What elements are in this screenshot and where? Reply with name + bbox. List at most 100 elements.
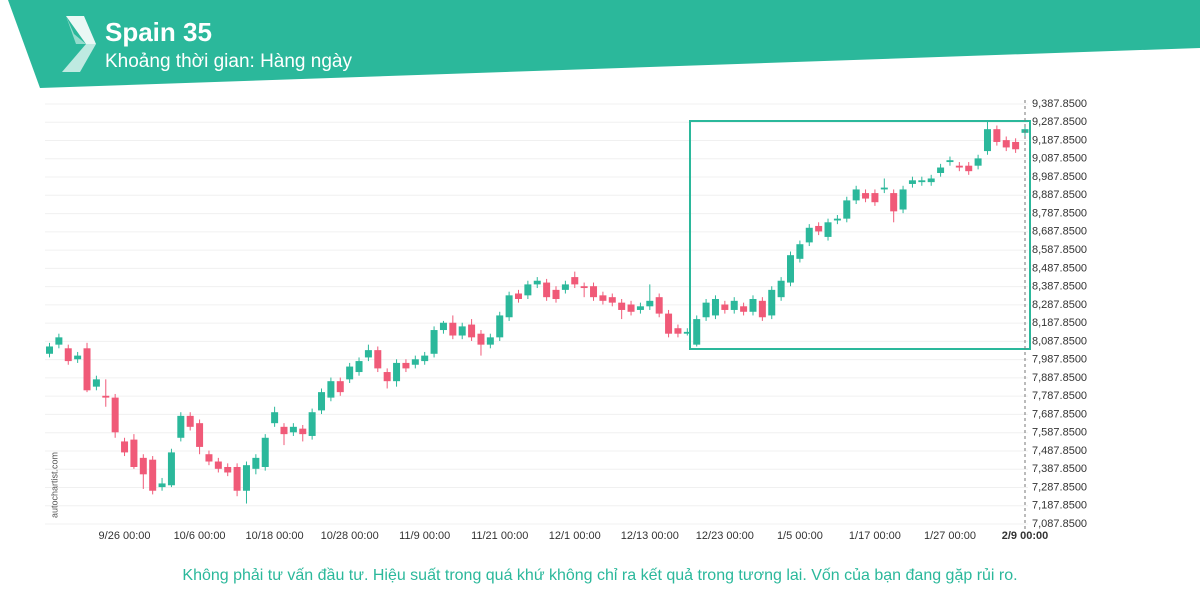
candle-body xyxy=(805,227,813,243)
candle-body xyxy=(862,193,870,199)
candle-body xyxy=(402,362,410,369)
watermark: autochartist.com xyxy=(49,452,59,518)
chart-subtitle: Khoảng thời gian: Hàng ngày xyxy=(105,51,352,72)
candle-body xyxy=(655,297,663,314)
candle-body xyxy=(158,483,166,488)
candle-body xyxy=(46,346,53,354)
candle-body xyxy=(796,244,804,259)
candle-body xyxy=(346,366,354,380)
candle-body xyxy=(693,319,701,345)
candle-body xyxy=(449,322,457,336)
candle-body xyxy=(843,200,851,219)
y-tick-label: 8,387.8500 xyxy=(1032,281,1087,293)
y-tick-label: 9,187.8500 xyxy=(1032,134,1087,146)
candle-body xyxy=(749,298,757,312)
x-tick-label: 12/1 00:00 xyxy=(549,530,601,542)
candle-body xyxy=(186,415,194,427)
candle-body xyxy=(730,300,738,310)
candle-body xyxy=(299,428,307,435)
candle-body xyxy=(599,295,607,301)
y-tick-label: 8,487.8500 xyxy=(1032,262,1087,274)
y-tick-label: 8,987.8500 xyxy=(1032,171,1087,183)
candle-body xyxy=(139,457,147,475)
x-tick-label: 9/26 00:00 xyxy=(99,530,151,542)
candle-body xyxy=(458,326,466,336)
y-tick-label: 7,987.8500 xyxy=(1032,354,1087,366)
candle-body xyxy=(618,302,626,310)
candle-body xyxy=(496,315,504,338)
y-tick-label: 7,887.8500 xyxy=(1032,372,1087,384)
y-tick-label: 7,787.8500 xyxy=(1032,390,1087,402)
x-tick-label: 1/5 00:00 xyxy=(777,530,823,542)
y-tick-label: 7,087.8500 xyxy=(1032,518,1087,530)
candle-body xyxy=(908,180,916,184)
x-tick-label: 11/21 00:00 xyxy=(471,530,528,542)
y-tick-label: 8,887.8500 xyxy=(1032,189,1087,201)
y-tick-label: 9,287.8500 xyxy=(1032,116,1087,128)
candle-body xyxy=(421,355,429,362)
candle-body xyxy=(674,328,682,334)
candle-body xyxy=(983,129,991,152)
candle-body xyxy=(130,439,138,467)
candle-body xyxy=(646,300,654,307)
x-tick-label: 1/27 00:00 xyxy=(924,530,976,542)
candle-body xyxy=(965,165,973,172)
x-tick-label: 10/28 00:00 xyxy=(321,530,379,542)
candle-body xyxy=(946,160,954,163)
candle-body xyxy=(55,337,63,345)
candle-body xyxy=(711,298,719,316)
y-tick-label: 8,187.8500 xyxy=(1032,317,1087,329)
candle-body xyxy=(83,348,91,391)
y-tick-label: 8,287.8500 xyxy=(1032,299,1087,311)
candle-body xyxy=(355,361,363,373)
candle-body xyxy=(196,423,204,447)
logo xyxy=(62,16,96,72)
candle-body xyxy=(177,415,185,438)
candle-body xyxy=(627,304,635,312)
candle-body xyxy=(608,297,616,303)
candle-body xyxy=(121,441,129,453)
candle-body xyxy=(64,348,72,362)
candle-body xyxy=(430,330,438,354)
header-band xyxy=(8,0,1200,88)
candle-body xyxy=(777,280,785,298)
y-tick-label: 8,087.8500 xyxy=(1032,335,1087,347)
candle-body xyxy=(665,313,673,334)
candle-body xyxy=(740,306,748,312)
candle-body xyxy=(224,466,232,473)
candle-body xyxy=(590,286,598,298)
x-tick-label: 10/6 00:00 xyxy=(174,530,226,542)
candle-body xyxy=(580,286,588,289)
candle-body xyxy=(702,302,710,318)
candle-body xyxy=(505,295,513,318)
candle-body xyxy=(308,412,316,436)
y-tick-label: 8,787.8500 xyxy=(1032,207,1087,219)
candle-body xyxy=(74,355,82,360)
y-tick-label: 8,687.8500 xyxy=(1032,226,1087,238)
candle-body xyxy=(768,289,776,316)
candle-body xyxy=(411,359,419,365)
candle-body xyxy=(205,454,213,462)
candle-body xyxy=(336,381,344,393)
candle-body xyxy=(721,304,729,310)
candle-body xyxy=(955,165,963,168)
candle-body xyxy=(533,280,541,285)
candle-body xyxy=(393,362,401,382)
candle-body xyxy=(552,289,560,299)
candle-body xyxy=(92,379,100,387)
candle-body xyxy=(149,459,157,491)
y-tick-label: 7,387.8500 xyxy=(1032,463,1087,475)
pattern-box xyxy=(689,120,1031,350)
candle-body xyxy=(289,426,297,433)
candle-body xyxy=(524,284,532,296)
y-tick-label: 9,087.8500 xyxy=(1032,153,1087,165)
candle-body xyxy=(1012,141,1020,150)
candle-body xyxy=(514,293,522,299)
candle-body xyxy=(636,306,644,310)
candles xyxy=(46,121,1029,504)
y-tick-label: 7,287.8500 xyxy=(1032,481,1087,493)
candle-body xyxy=(374,350,382,369)
candle-body xyxy=(890,193,898,212)
